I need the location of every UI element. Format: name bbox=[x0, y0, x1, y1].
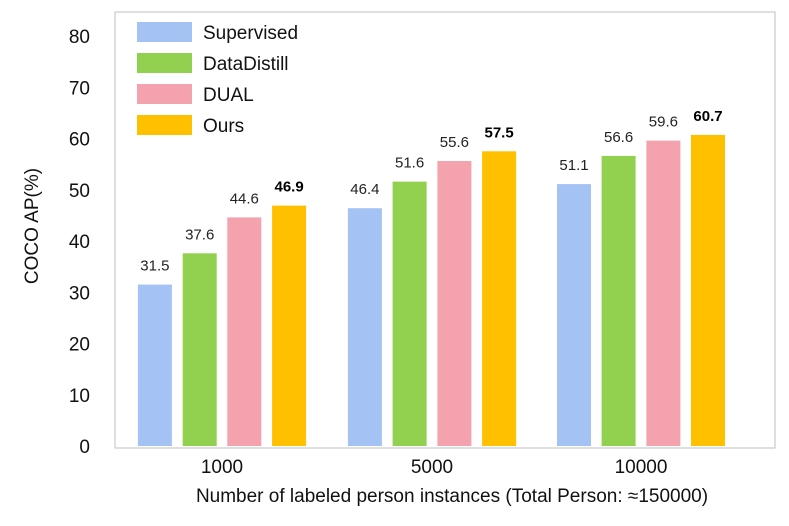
plot-frame bbox=[114, 11, 776, 449]
legend-swatch-supervised bbox=[137, 22, 192, 42]
y-axis-ticks: 0 10 20 30 40 50 60 70 80 bbox=[69, 27, 90, 458]
data-label: 51.1 bbox=[559, 157, 588, 174]
data-label: 60.7 bbox=[693, 108, 722, 125]
legend-swatch-ours bbox=[137, 115, 192, 135]
y-tick-label: 50 bbox=[69, 181, 90, 202]
y-tick-label: 0 bbox=[79, 437, 90, 458]
legend-label: DUAL bbox=[203, 85, 254, 106]
legend-swatch-dual bbox=[137, 84, 192, 104]
y-tick-label: 80 bbox=[69, 27, 90, 48]
data-label: 44.6 bbox=[230, 190, 259, 207]
data-label: 46.9 bbox=[274, 179, 303, 196]
plot-area: 31.5 37.6 44.6 46.9 46.4 51.6 55.6 57.5 51.1 56.6… bbox=[114, 11, 776, 449]
data-label: 57.5 bbox=[484, 124, 513, 141]
data-label: 51.6 bbox=[395, 155, 424, 172]
x-axis-ticks: 1000 5000 10000 bbox=[201, 457, 668, 478]
legend-label: Supervised bbox=[203, 23, 298, 44]
x-axis-title: Number of labeled person instances (Tota… bbox=[196, 486, 708, 507]
data-label: 59.6 bbox=[649, 114, 678, 131]
bar-dual-5000 bbox=[437, 161, 472, 446]
y-tick-label: 20 bbox=[69, 335, 90, 356]
y-tick-label: 40 bbox=[69, 232, 90, 253]
bar-datadistill-1000 bbox=[182, 253, 217, 446]
x-tick-label: 5000 bbox=[411, 457, 453, 478]
legend-label: Ours bbox=[203, 116, 244, 137]
legend-label: DataDistill bbox=[203, 54, 289, 75]
bar-ours-1000 bbox=[272, 205, 307, 446]
bar-ours-5000 bbox=[482, 151, 517, 447]
bar-dual-1000 bbox=[227, 217, 262, 446]
x-tick-label: 1000 bbox=[201, 457, 243, 478]
y-tick-label: 60 bbox=[69, 130, 90, 151]
data-label: 56.6 bbox=[604, 129, 633, 146]
legend-swatch-datadistill bbox=[137, 53, 192, 73]
data-label: 55.6 bbox=[440, 134, 469, 151]
x-tick-label: 10000 bbox=[615, 457, 668, 478]
bar-datadistill-5000 bbox=[392, 181, 427, 446]
y-tick-label: 30 bbox=[69, 283, 90, 304]
data-label: 46.4 bbox=[350, 181, 379, 198]
bar-supervised-1000 bbox=[137, 284, 172, 446]
bar-datadistill-10000 bbox=[601, 155, 636, 446]
data-label: 37.6 bbox=[185, 226, 214, 243]
y-tick-label: 10 bbox=[69, 386, 90, 407]
y-axis-title: COCO AP(%) bbox=[22, 168, 43, 284]
bar-ours-10000 bbox=[691, 134, 725, 446]
data-label: 31.5 bbox=[140, 258, 169, 275]
legend: Supervised DataDistill DUAL Ours bbox=[137, 22, 298, 137]
bar-supervised-5000 bbox=[347, 208, 382, 446]
bar-supervised-10000 bbox=[557, 184, 591, 446]
bar-dual-10000 bbox=[646, 140, 681, 446]
y-tick-label: 70 bbox=[69, 78, 90, 99]
